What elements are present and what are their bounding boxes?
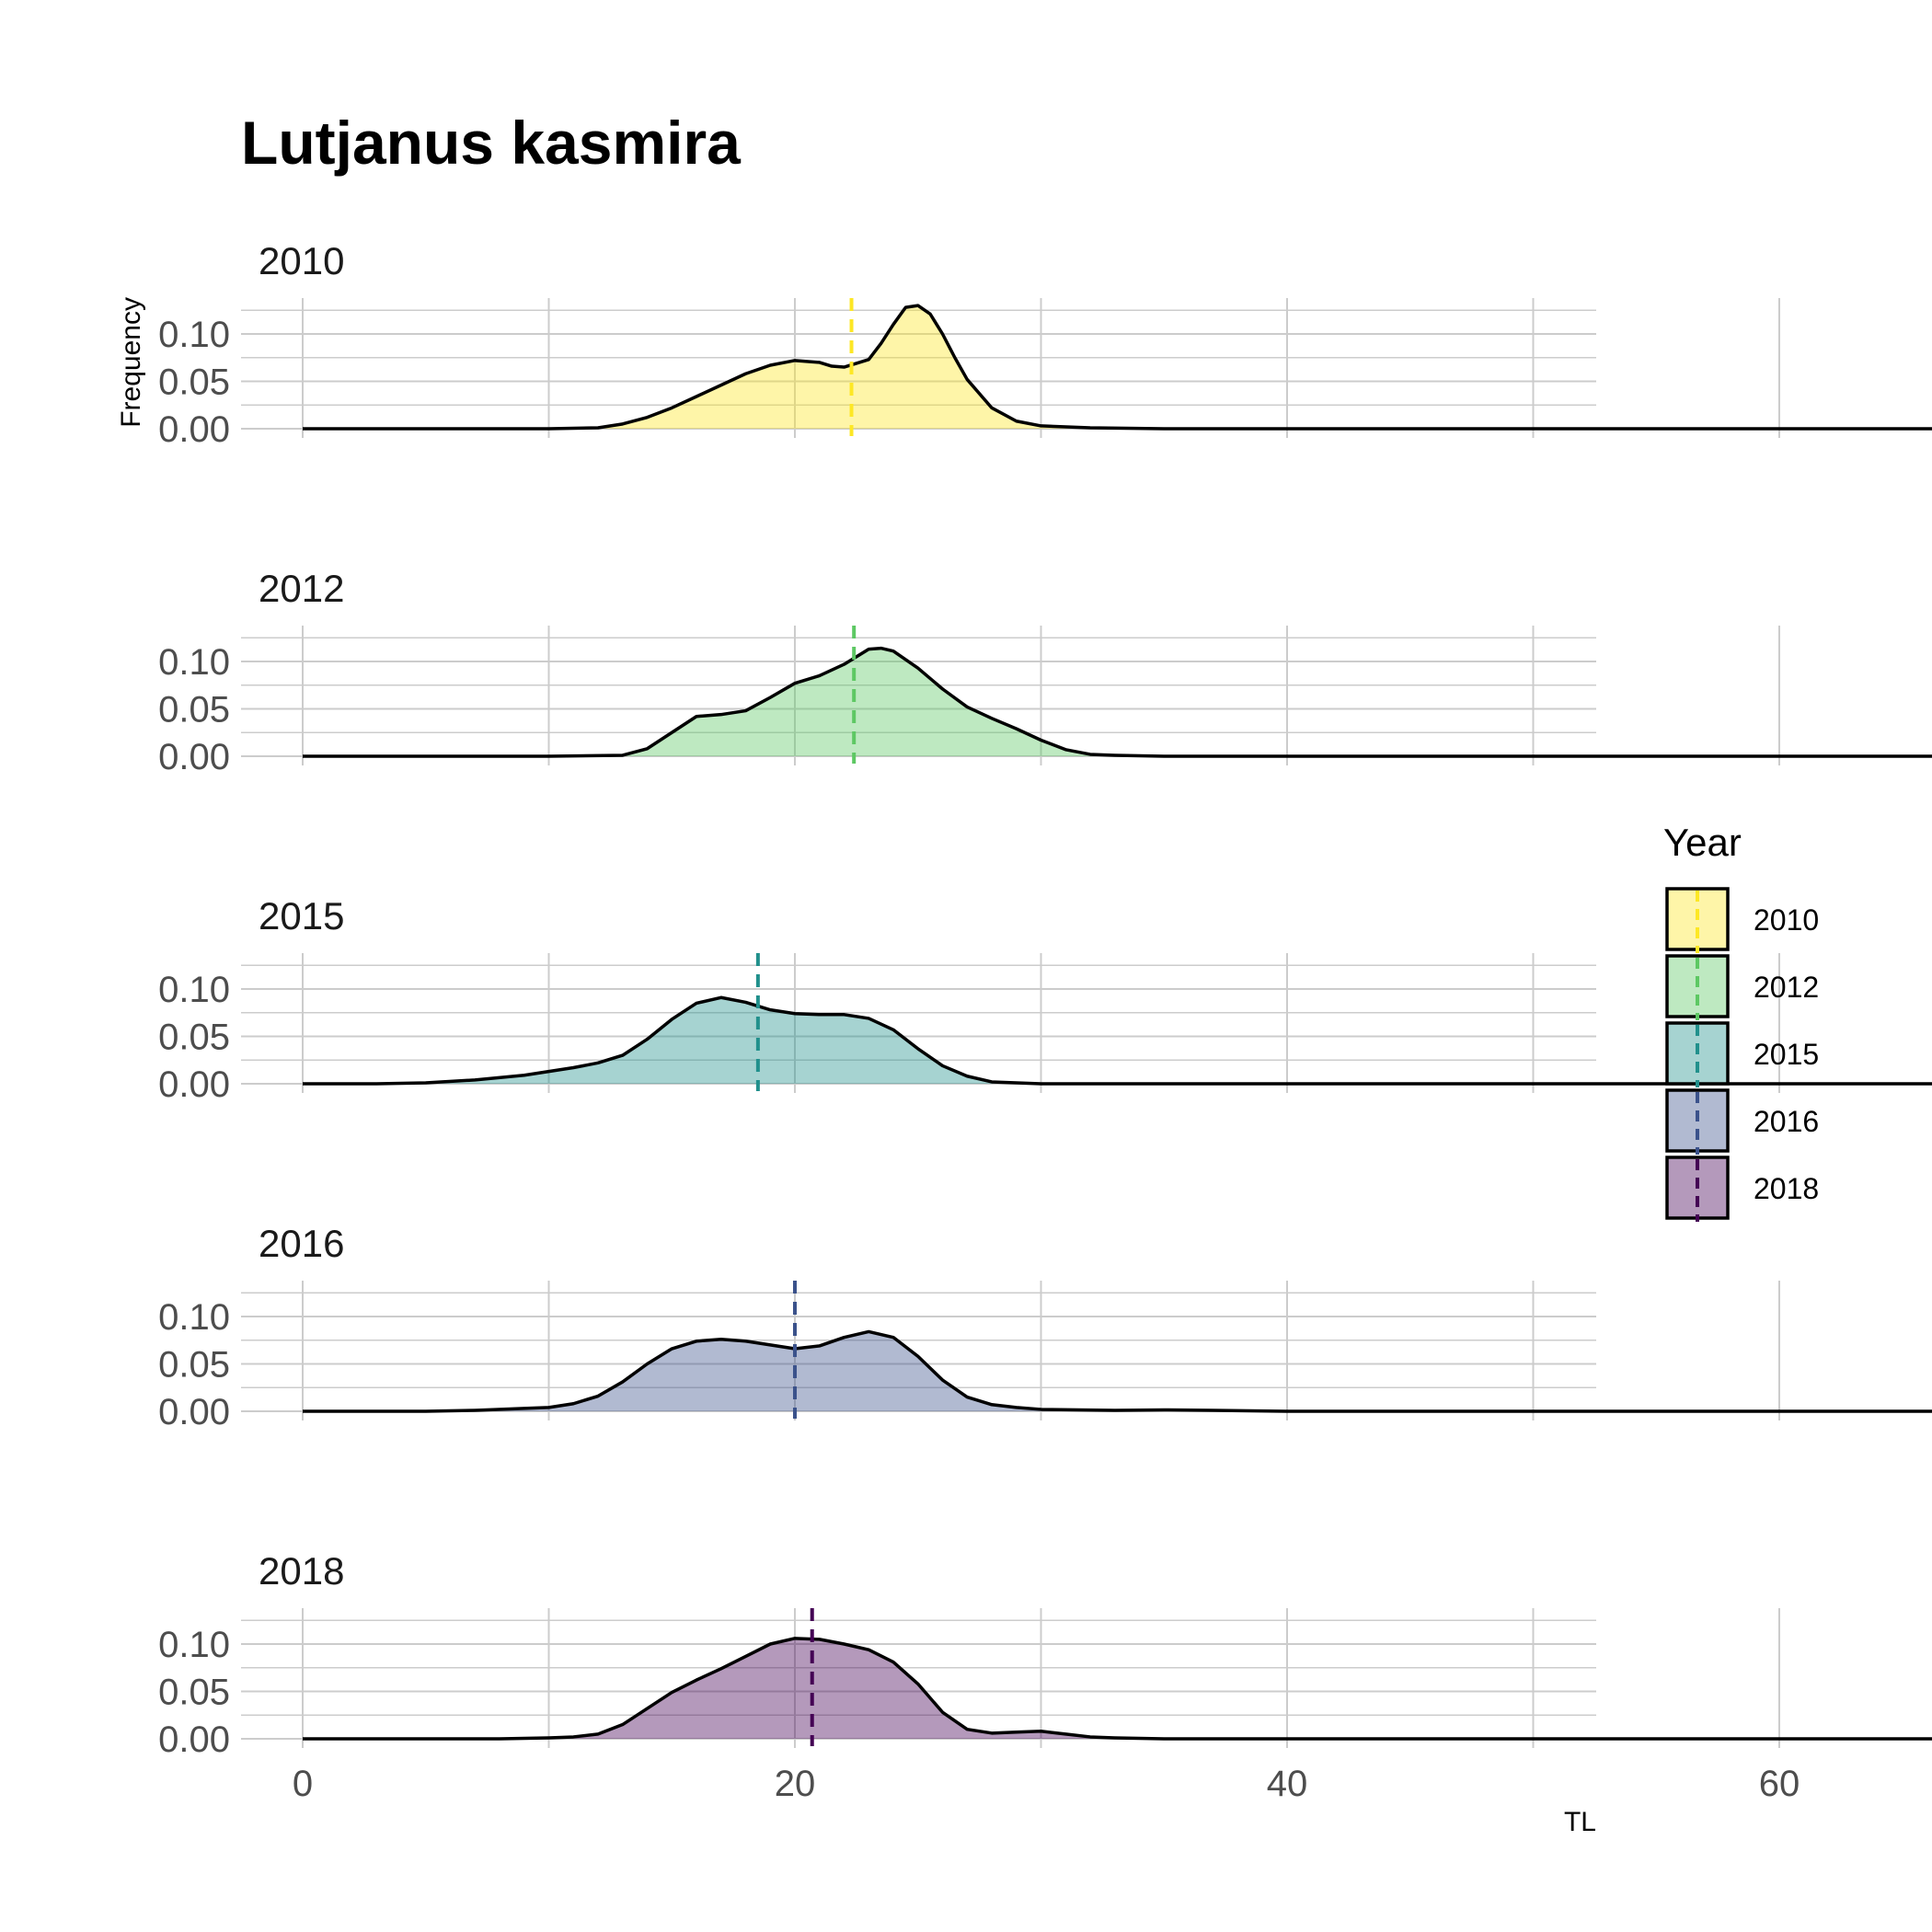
legend-label: 2012 — [1754, 971, 1819, 1004]
facet-strip-label: 2018 — [259, 1549, 344, 1593]
legend: Year 2010 2012 2015 2016 2018 — [1663, 821, 1819, 1222]
y-tick-label: 0.05 — [158, 1018, 230, 1058]
x-tick-label: 60 — [1759, 1764, 1800, 1804]
facet-panel-2012: 2012 0.00 0.05 0.10 — [158, 567, 1932, 777]
legend-title: Year — [1663, 821, 1742, 864]
density-area — [303, 648, 1932, 756]
density-line — [303, 646, 1932, 758]
density-line — [303, 995, 1932, 1086]
chart-title: Lutjanus kasmira — [241, 109, 742, 177]
y-tick-label: 0.10 — [158, 970, 230, 1010]
y-tick-label: 0.00 — [158, 409, 230, 450]
y-tick-label: 0.05 — [158, 690, 230, 730]
y-tick-label: 0.05 — [158, 362, 230, 403]
density-line — [303, 1329, 1932, 1413]
y-tick-label: 0.10 — [158, 1297, 230, 1338]
y-tick-label: 0.05 — [158, 1345, 230, 1386]
y-tick-label: 0.10 — [158, 1625, 230, 1665]
y-tick-label: 0.05 — [158, 1673, 230, 1713]
facet-panels: 2010 0.00 0.05 0.10 2012 0.00 0.05 0.10 2015 0.00… — [116, 239, 1932, 1804]
x-tick-label: 0 — [293, 1764, 313, 1804]
x-axis-ticks: 0 20 40 60 — [293, 1764, 1800, 1804]
legend-item-2018: 2018 — [1665, 1156, 1819, 1222]
density-area — [303, 1638, 1932, 1739]
facet-strip-label: 2015 — [259, 894, 344, 937]
density-line — [303, 1637, 1932, 1741]
facet-panel-2018: 2018 0.00 0.05 0.10 — [158, 1549, 1932, 1760]
y-tick-label: 0.10 — [158, 642, 230, 683]
y-tick-label: 0.00 — [158, 737, 230, 777]
y-tick-label: 0.00 — [158, 1392, 230, 1432]
legend-label: 2010 — [1754, 903, 1819, 937]
legend-item-2012: 2012 — [1665, 954, 1819, 1020]
legend-item-2016: 2016 — [1665, 1088, 1819, 1155]
density-area — [303, 305, 1932, 429]
facet-panel-2010: 2010 0.00 0.05 0.10 — [158, 239, 1932, 450]
legend-label: 2018 — [1754, 1172, 1819, 1205]
density-area — [303, 997, 1932, 1084]
legend-label: 2016 — [1754, 1105, 1819, 1138]
facet-strip-label: 2016 — [259, 1222, 344, 1265]
facet-strip-label: 2012 — [259, 567, 344, 610]
x-tick-label: 40 — [1267, 1764, 1308, 1804]
density-area — [303, 1331, 1932, 1411]
facet-strip-label: 2010 — [259, 239, 344, 282]
legend-items: 2010 2012 2015 2016 2018 — [1665, 887, 1819, 1222]
facet-panel-2016: 2016 0.00 0.05 0.10 — [158, 1222, 1932, 1432]
legend-item-2015: 2015 — [1665, 1021, 1819, 1087]
y-tick-label: 0.00 — [158, 1719, 230, 1760]
y-tick-label: 0.00 — [158, 1064, 230, 1105]
density-line — [303, 304, 1932, 431]
x-tick-label: 20 — [775, 1764, 816, 1804]
y-tick-label: 0.10 — [158, 315, 230, 355]
legend-label: 2015 — [1754, 1038, 1819, 1071]
x-axis-title: TL — [1564, 1807, 1596, 1837]
legend-item-2010: 2010 — [1665, 887, 1819, 953]
y-axis-title: Frequency — [116, 297, 146, 428]
facet-panel-2015: 2015 0.00 0.05 0.10 — [158, 894, 1932, 1105]
